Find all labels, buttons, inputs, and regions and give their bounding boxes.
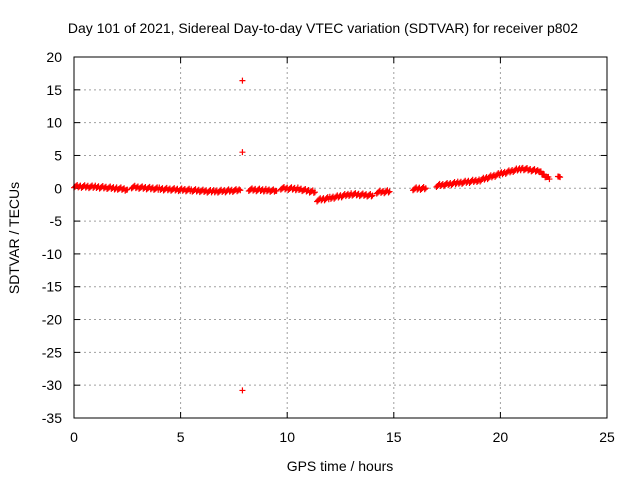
- x-tick-label: 5: [177, 429, 185, 445]
- x-tick-label: 15: [386, 429, 402, 445]
- x-axis-label: GPS time / hours: [287, 458, 394, 474]
- x-tick-label: 10: [279, 429, 295, 445]
- chart-title: Day 101 of 2021, Sidereal Day-to-day VTE…: [68, 20, 578, 36]
- data-point: [236, 186, 243, 193]
- y-tick-label: -35: [42, 410, 62, 426]
- data-point: [237, 187, 244, 194]
- y-axis-label: SDTVAR / TECUs: [6, 182, 22, 294]
- data-point: [273, 187, 280, 194]
- data-point: [310, 189, 317, 196]
- data-point: [546, 176, 553, 183]
- series-sdtvar: [71, 77, 564, 394]
- plot-frame: [73, 56, 608, 419]
- x-tick-label: 0: [70, 429, 78, 445]
- x-tick-label: 20: [493, 429, 509, 445]
- y-tick-label: -20: [42, 312, 62, 328]
- data-point: [385, 189, 392, 196]
- data-point: [239, 149, 246, 156]
- tick-labels: 0 5 10 15 20 25 20 15 10 5 0 -5 -10 -15 -20 -25 -30 -35: [42, 49, 615, 445]
- y-tick-label: -10: [42, 246, 62, 262]
- y-tick-label: 20: [46, 49, 62, 65]
- y-tick-label: 15: [46, 82, 62, 98]
- axis-ticks: [73, 56, 608, 419]
- data-point: [311, 189, 318, 196]
- grid-lines: [74, 57, 607, 418]
- data-point: [386, 188, 393, 195]
- y-tick-label: -5: [50, 213, 63, 229]
- data-point: [239, 77, 246, 84]
- y-tick-label: -30: [42, 377, 62, 393]
- data-point: [422, 185, 429, 192]
- data-point: [239, 387, 246, 394]
- y-tick-label: -15: [42, 279, 62, 295]
- x-tick-label: 25: [599, 429, 615, 445]
- data-point: [368, 193, 375, 200]
- data-point: [369, 192, 376, 199]
- data-points: [71, 77, 564, 394]
- y-tick-label: 5: [54, 147, 62, 163]
- y-tick-label: 10: [46, 115, 62, 131]
- data-point: [124, 186, 131, 193]
- data-point: [557, 174, 564, 181]
- y-tick-label: -25: [42, 344, 62, 360]
- data-point: [421, 186, 428, 193]
- y-tick-label: 0: [54, 180, 62, 196]
